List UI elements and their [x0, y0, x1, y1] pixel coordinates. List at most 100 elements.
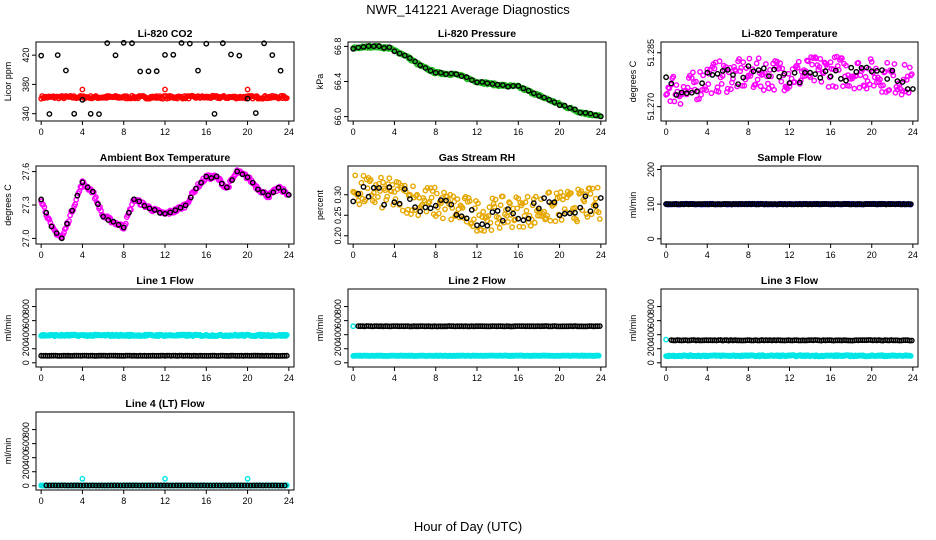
- data-point: [863, 85, 870, 92]
- data-point: [236, 52, 243, 59]
- x-tick-label: 20: [555, 373, 565, 383]
- x-tick-label: 0: [39, 373, 44, 383]
- data-point: [894, 78, 901, 85]
- data-point: [93, 194, 99, 201]
- data-point: [479, 79, 486, 85]
- y-tick-label: 27.3: [21, 196, 31, 214]
- data-point: [494, 207, 501, 214]
- panel-title: Li-820 CO2: [138, 28, 193, 40]
- data-point: [409, 207, 415, 214]
- x-tick-label: 16: [201, 250, 211, 260]
- data-point: [86, 482, 93, 489]
- data-point: [170, 482, 177, 489]
- data-point: [908, 71, 915, 78]
- data-point: [458, 213, 465, 220]
- data-point: [52, 482, 59, 489]
- data-point: [229, 482, 236, 489]
- data-point: [198, 179, 205, 186]
- data-point: [96, 482, 102, 489]
- data-point: [807, 69, 813, 76]
- data-point: [753, 60, 760, 67]
- x-tick-label: 16: [513, 250, 523, 260]
- data-point: [100, 213, 107, 220]
- x-tick-label: 8: [746, 250, 751, 260]
- x-tick-label: 4: [705, 250, 710, 260]
- data-point: [778, 78, 785, 85]
- data-point: [148, 482, 155, 489]
- data-point: [750, 68, 757, 75]
- data-point: [371, 199, 378, 206]
- data-point: [520, 85, 527, 92]
- data-point: [123, 482, 130, 489]
- data-point: [541, 208, 547, 215]
- data-point: [663, 336, 669, 343]
- y-tick-label: 51.270: [646, 93, 656, 121]
- data-point: [494, 81, 501, 88]
- data-point: [208, 175, 215, 181]
- y-tick-label: 420: [21, 48, 31, 63]
- data-point: [105, 217, 112, 223]
- data-point: [577, 109, 584, 116]
- y-tick-label: 66.0: [333, 108, 343, 126]
- data-point: [269, 482, 276, 489]
- data-point: [568, 190, 574, 197]
- data-point: [204, 482, 211, 489]
- x-tick-label: 8: [746, 373, 751, 383]
- data-point: [249, 179, 256, 186]
- data-point: [698, 91, 704, 98]
- data-point: [266, 482, 273, 489]
- data-point: [377, 188, 383, 194]
- y-tick-label: 200: [646, 341, 656, 356]
- data-point: [592, 195, 599, 202]
- data-point: [355, 44, 362, 51]
- data-point: [596, 216, 603, 222]
- data-point: [509, 224, 515, 231]
- data-point: [794, 64, 801, 71]
- x-tick-label: 4: [392, 373, 397, 383]
- data-point: [125, 209, 132, 216]
- data-point: [592, 202, 599, 209]
- data-point: [281, 482, 288, 489]
- y-axis-label: degrees C: [3, 184, 13, 226]
- data-point: [479, 221, 486, 228]
- data-point: [697, 69, 703, 75]
- data-point: [556, 102, 563, 109]
- data-point: [151, 482, 158, 489]
- data-point: [177, 204, 184, 211]
- panel-frame: [35, 165, 295, 245]
- data-point: [382, 187, 389, 194]
- data-point: [228, 51, 234, 58]
- data-point: [489, 195, 496, 202]
- x-tick-label: 24: [908, 250, 918, 260]
- y-tick-label: 800: [333, 299, 343, 314]
- data-point: [151, 206, 158, 213]
- data-point: [283, 95, 290, 102]
- data-point: [185, 482, 192, 489]
- data-point: [755, 67, 762, 74]
- data-point: [120, 224, 127, 231]
- data-point: [877, 76, 883, 83]
- x-tick-label: 24: [908, 127, 918, 137]
- y-tick-label: 600: [333, 313, 343, 328]
- data-point: [594, 184, 601, 191]
- data-point: [899, 88, 906, 94]
- data-point: [505, 206, 511, 213]
- data-point: [582, 193, 589, 200]
- data-point: [386, 44, 393, 51]
- data-point: [137, 68, 144, 75]
- data-point: [110, 218, 117, 225]
- x-tick-label: 20: [867, 127, 877, 137]
- y-tick-label: 27.6: [21, 163, 31, 181]
- data-point: [241, 482, 248, 489]
- data-point: [595, 352, 602, 359]
- data-point: [370, 189, 377, 196]
- x-tick-label: 4: [80, 250, 85, 260]
- data-point: [907, 353, 914, 359]
- data-point: [376, 43, 382, 50]
- data-point: [716, 58, 723, 65]
- data-point: [431, 184, 438, 191]
- panel-title: Li-820 Temperature: [741, 28, 837, 40]
- x-tick-label: 0: [664, 373, 669, 383]
